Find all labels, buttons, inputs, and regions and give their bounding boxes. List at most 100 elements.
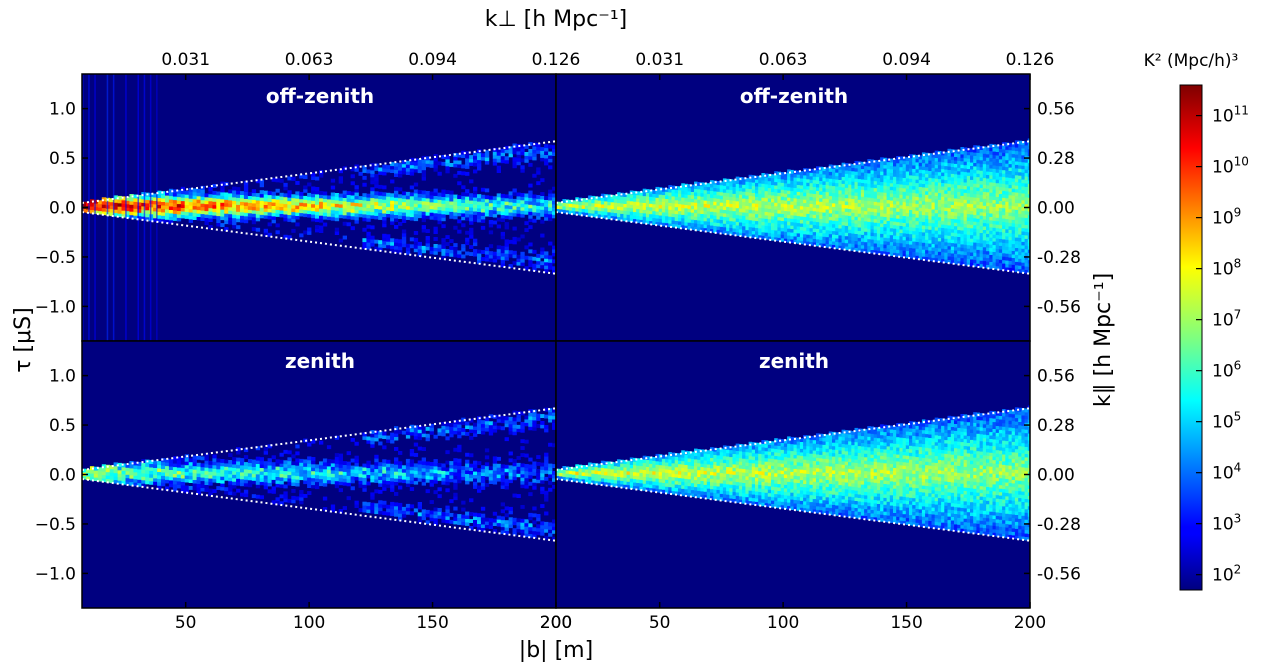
heatmap-cell: [745, 226, 749, 231]
heatmap-cell: [172, 473, 178, 478]
heatmap-cell: [841, 173, 846, 177]
heatmap-cell: [153, 204, 158, 208]
heatmap-cell: [963, 223, 968, 228]
heatmap-cell: [989, 150, 993, 155]
heatmap-cell: [851, 191, 855, 196]
heatmap-cell: [944, 234, 948, 239]
heatmap-cell: [184, 478, 189, 483]
heatmap-cell: [841, 235, 846, 240]
heatmap-cell: [889, 200, 894, 204]
heatmap-cell: [413, 196, 419, 201]
heatmap-cell: [796, 191, 801, 196]
heatmap-cell: [232, 224, 237, 229]
heatmap-cell: [540, 247, 545, 252]
heatmap-cell: [764, 221, 769, 226]
heatmap-cell: [995, 252, 1000, 256]
heatmap-cell: [204, 196, 209, 201]
heatmap-cell: [966, 220, 971, 225]
heatmap-cell: [774, 233, 778, 238]
heatmap-cell: [758, 217, 762, 222]
heatmap-cell: [520, 203, 525, 208]
heatmap-cell: [995, 155, 1000, 159]
heatmap-cell: [172, 192, 178, 197]
heatmap-cell: [812, 179, 817, 184]
heatmap-cell: [726, 227, 730, 232]
heatmap-cell: [870, 208, 875, 212]
heatmap-cell: [382, 216, 387, 221]
heatmap-cell: [405, 171, 411, 175]
heatmap-cell: [275, 473, 280, 477]
heatmap-cell: [941, 193, 945, 197]
heatmap-streak: [143, 74, 146, 341]
heatmap-cell: [854, 188, 859, 193]
heatmap-cell: [893, 169, 897, 174]
heatmap-cell: [636, 194, 640, 199]
heatmap-cell: [697, 195, 701, 200]
heatmap-cell: [998, 186, 1003, 191]
heatmap-cell: [954, 222, 958, 227]
heatmap-cell: [184, 194, 189, 199]
heatmap-cell: [681, 221, 685, 226]
heatmap-cell: [816, 169, 820, 174]
heatmap-cell: [832, 234, 836, 238]
heatmap-cell: [295, 208, 300, 213]
heatmap-cell: [777, 202, 781, 207]
heatmap-cell: [1027, 221, 1030, 226]
heatmap-cell: [954, 201, 958, 206]
heatmap-cell: [957, 177, 961, 182]
heatmap-cell: [401, 205, 407, 210]
heatmap-cell: [787, 193, 791, 198]
heatmap-cell: [500, 148, 505, 153]
heatmap-cell: [905, 226, 910, 231]
heatmap-cell: [354, 185, 359, 190]
heatmap-cell: [1014, 237, 1019, 242]
heatmap-cell: [1018, 244, 1022, 249]
heatmap-cell: [947, 173, 952, 177]
heatmap-cell: [745, 181, 749, 186]
heatmap-cell: [433, 212, 438, 217]
heatmap-cell: [649, 203, 653, 208]
heatmap-cell: [950, 239, 955, 244]
heatmap-cell: [819, 232, 823, 237]
heatmap-cell: [346, 194, 351, 199]
heatmap-cell: [886, 220, 891, 225]
heatmap-cell: [307, 231, 312, 235]
heatmap-cell: [700, 203, 704, 208]
heatmap-cell: [137, 465, 142, 470]
heatmap-cell: [366, 231, 371, 236]
heatmap-cell: [995, 245, 1000, 249]
heatmap-cell: [995, 200, 1000, 204]
heatmap-cell: [771, 208, 775, 213]
heatmap-cell: [267, 232, 272, 237]
heatmap-cell: [748, 185, 753, 190]
heatmap-cell: [1024, 269, 1029, 274]
heatmap-cell: [208, 464, 213, 469]
heatmap-cell: [880, 167, 884, 172]
heatmap-cell: [204, 207, 209, 212]
heatmap-cell: [799, 174, 804, 179]
heatmap-cell: [684, 211, 688, 216]
heatmap-cell: [1024, 235, 1029, 239]
heatmap-cell: [918, 176, 923, 181]
heatmap-cell: [783, 214, 788, 218]
heatmap-cell: [484, 157, 490, 162]
heatmap-cell: [960, 167, 964, 172]
heatmap-cell: [382, 233, 387, 238]
heatmap-cell: [864, 193, 868, 198]
heatmap-cell: [976, 180, 980, 185]
heatmap-cell: [334, 231, 340, 235]
heatmap-cell: [713, 191, 717, 195]
heatmap-cell: [220, 469, 225, 474]
heatmap-cell: [315, 218, 320, 223]
heatmap-cell: [703, 217, 708, 222]
heatmap-cell: [844, 246, 849, 251]
heatmap-cell: [819, 166, 823, 171]
heatmap-cell: [841, 166, 846, 171]
heatmap-cell: [816, 183, 820, 188]
heatmap-cell: [1008, 170, 1013, 175]
heatmap-cell: [204, 463, 209, 468]
heatmap-cell: [941, 158, 945, 163]
heatmap-cell: [504, 215, 509, 220]
heatmap-cell: [828, 174, 833, 179]
heatmap-cell: [176, 207, 182, 211]
